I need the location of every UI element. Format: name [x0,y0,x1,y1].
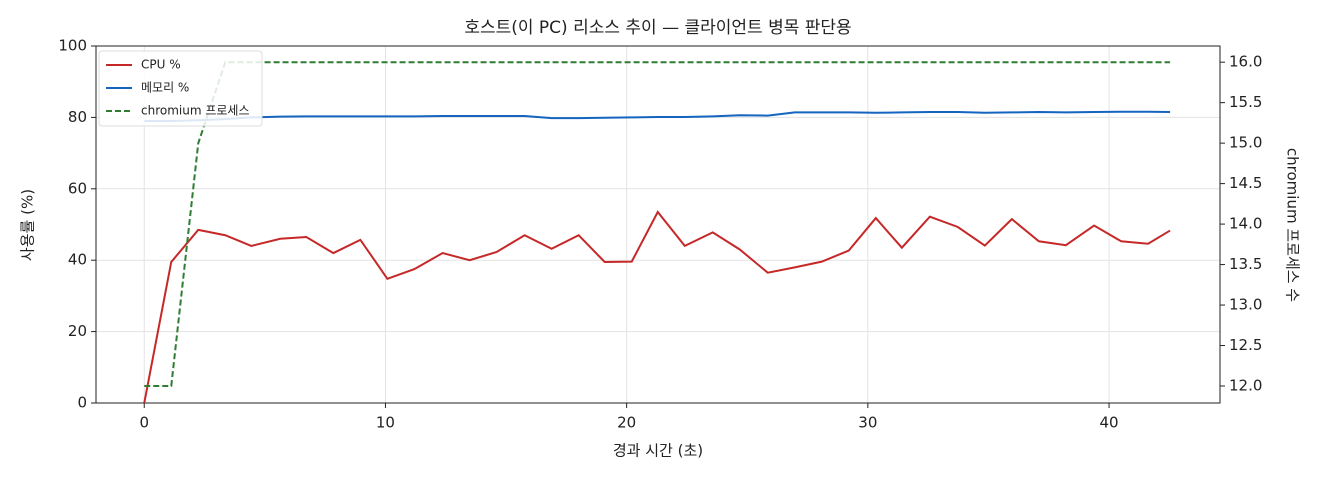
x-tick-label: 40 [1100,414,1119,432]
y-tick-label: 20 [68,322,87,340]
series-line [144,110,1171,122]
y2-tick-label: 13.0 [1229,296,1262,314]
x-axis-label: 경과 시간 (초) [613,442,703,460]
legend-label: chromium 프로세스 [141,104,250,118]
y-tick-label: 80 [68,108,87,126]
y2-tick-label: 14.0 [1229,215,1262,233]
y2-tick-label: 15.0 [1229,134,1262,152]
x-tick-label: 30 [858,414,877,432]
y2-tick-label: 14.5 [1229,174,1262,192]
y2-tick-label: 13.5 [1229,255,1262,273]
y2-tick-label: 15.5 [1229,93,1262,111]
y-tick-label: 100 [58,37,87,55]
y-tick-label: 60 [68,179,87,197]
x-tick-label: 0 [139,414,149,432]
y2-tick-label: 12.5 [1229,336,1262,354]
chart-title: 호스트(이 PC) 리소스 추이 — 클라이언트 병목 판단용 [464,18,851,38]
legend-label: 메모리 % [141,81,189,95]
x-tick-label: 20 [617,414,636,432]
y-axis-label: 사용률 (%) [19,189,37,261]
x-tick-label: 10 [376,414,395,432]
y2-tick-label: 16.0 [1229,53,1262,71]
y2-axis-label: chromium 프로세스 수 [1284,148,1302,302]
y-tick-label: 0 [77,394,87,412]
series-line [144,61,1171,387]
legend-label: CPU % [141,58,181,72]
legend: CPU % 메모리 % chromium 프로세스 [98,50,263,127]
series-line [143,210,1171,404]
y-tick-label: 40 [68,251,87,269]
plot-frame [95,45,1221,404]
y2-tick-label: 12.0 [1229,377,1262,395]
legend-box [98,50,263,127]
